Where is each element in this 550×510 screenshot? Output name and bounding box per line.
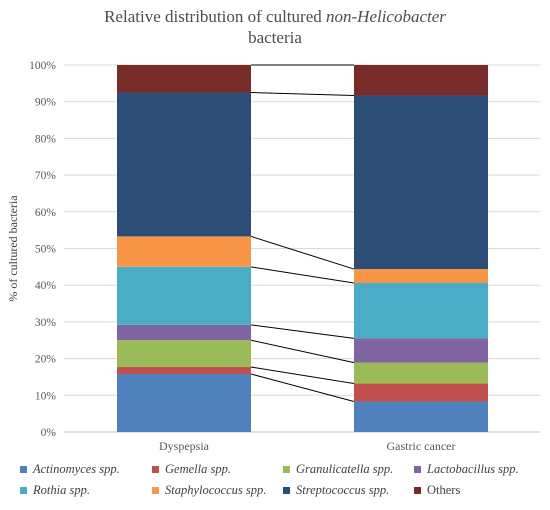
legend-item: Others xyxy=(414,483,460,498)
y-tick-label: 40% xyxy=(35,280,57,292)
series-connector-line xyxy=(250,266,355,284)
y-tick-label: 10% xyxy=(35,390,57,402)
y-axis-label: % of cultured bacteria xyxy=(6,195,20,302)
y-tick-label: 60% xyxy=(35,207,57,219)
chart-title-italic: non-Helicobacter xyxy=(326,7,446,26)
bar-segment xyxy=(354,383,488,402)
y-tick-label: 70% xyxy=(35,170,57,182)
legend-label: Rothia spp. xyxy=(33,483,90,497)
legend-swatch xyxy=(152,487,159,494)
bar-segment xyxy=(117,367,251,375)
x-category-label: Dyspepsia xyxy=(159,439,210,453)
legend-item: Actinomyces spp. xyxy=(20,462,120,477)
series-connector-line xyxy=(250,235,355,270)
plot-area: 0% 10% 20% 30% 40% 50% 60% 70% 80% 90% 100% % of cu… xyxy=(6,60,540,453)
legend-label: Lactobacillus spp. xyxy=(427,462,519,476)
legend-item: Rothia spp. xyxy=(20,483,90,498)
bar-segment xyxy=(354,362,488,384)
y-tick-label: 30% xyxy=(35,317,57,329)
chart-title-prefix: Relative distribution of cultured xyxy=(104,7,326,26)
legend-swatch xyxy=(414,487,421,494)
chart-title-line-1: Relative distribution of cultured non-He… xyxy=(0,7,550,27)
chart-title-line-2: bacteria xyxy=(248,28,302,47)
legend-item: Granulicatella spp. xyxy=(283,462,393,477)
legend-swatch xyxy=(152,466,159,473)
legend-item: Streptococcus spp. xyxy=(283,483,389,498)
legend-swatch xyxy=(283,487,290,494)
bar-segment xyxy=(354,338,488,363)
y-tick-label: 50% xyxy=(35,244,57,256)
bar-segment xyxy=(354,95,488,270)
legend-swatch xyxy=(283,466,290,473)
y-tick-label: 80% xyxy=(35,133,57,145)
series-connector-line xyxy=(250,92,355,96)
legend-label: Staphylococcus spp. xyxy=(165,483,267,497)
bar-segment xyxy=(354,65,488,96)
bar-segment xyxy=(354,269,488,283)
series-connector-line xyxy=(250,366,355,385)
y-tick-label: 0% xyxy=(41,427,57,439)
legend-label: Actinomyces spp. xyxy=(33,462,120,476)
bar-segment xyxy=(117,236,251,267)
x-category-label: Gastric cancer xyxy=(387,439,456,453)
series-connector-line xyxy=(250,373,355,403)
bar-segment xyxy=(117,65,251,93)
legend-swatch xyxy=(20,466,27,473)
bar-segment xyxy=(117,324,251,341)
legend-label: Others xyxy=(427,483,461,497)
y-tick-label: 90% xyxy=(35,97,57,109)
bar-segment xyxy=(117,340,251,368)
legend-item: Lactobacillus spp. xyxy=(414,462,519,477)
legend-item: Gemella spp. xyxy=(152,462,231,477)
y-tick-label: 100% xyxy=(29,60,56,72)
bar-segment xyxy=(354,401,488,432)
legend-swatch xyxy=(20,487,27,494)
bar-segment xyxy=(117,92,251,237)
series-connector-line xyxy=(250,324,355,339)
bar-segment xyxy=(117,374,251,432)
legend-item: Staphylococcus spp. xyxy=(152,483,266,498)
legend-label: Gemella spp. xyxy=(165,462,231,476)
bar-segment xyxy=(354,282,488,339)
series-connector-line xyxy=(250,339,355,364)
legend-label: Streptococcus spp. xyxy=(296,483,390,497)
y-tick-label: 20% xyxy=(35,354,57,366)
legend-label: Granulicatella spp. xyxy=(296,462,394,476)
legend-swatch xyxy=(414,466,421,473)
bar-segment xyxy=(117,266,251,325)
